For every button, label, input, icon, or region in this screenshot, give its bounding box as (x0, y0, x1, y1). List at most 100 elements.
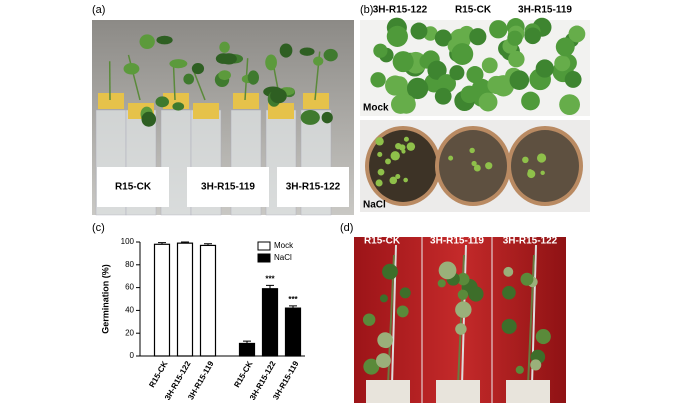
bar (155, 244, 170, 356)
leaf (221, 53, 237, 64)
leaf (502, 319, 517, 334)
legend-label: Mock (274, 241, 294, 250)
leaf (385, 75, 405, 95)
bar (178, 243, 193, 356)
seedling (407, 142, 415, 150)
tag-label: 3H-R15-122 (286, 182, 341, 193)
leaf (451, 43, 473, 65)
leaf (435, 88, 452, 105)
leaf (438, 279, 446, 287)
panel-label: (c) (92, 222, 105, 234)
leaf (559, 94, 580, 115)
tag-label: 3H-R15-119 (201, 182, 255, 193)
leaf (520, 273, 533, 286)
leaf (509, 70, 529, 90)
sponge (98, 93, 124, 109)
y-tick-label: 40 (125, 306, 134, 315)
leaf (397, 305, 409, 317)
leaf (370, 72, 385, 87)
leaf (479, 93, 498, 112)
seedling (474, 165, 481, 172)
seedling (377, 152, 382, 157)
leaf (248, 70, 259, 84)
column-header: 3H-R15-119 (518, 5, 572, 16)
seedling (395, 143, 401, 149)
leaf (183, 74, 194, 85)
pot (366, 380, 410, 403)
column-header: 3H-R15-122 (503, 236, 558, 247)
leaf (270, 88, 287, 103)
seedling (448, 156, 453, 161)
leaf (556, 37, 575, 56)
leaf (280, 43, 293, 57)
seedling (376, 179, 383, 186)
seedling (375, 137, 383, 145)
seedling (391, 151, 400, 160)
leaf (322, 112, 333, 124)
seedling (522, 157, 529, 164)
leaf (516, 366, 524, 374)
seedling (469, 148, 474, 153)
seedling (403, 178, 408, 183)
row-label: NaCl (363, 200, 386, 211)
leaf (503, 267, 513, 277)
column-header: R15-CK (364, 236, 401, 247)
leaf (439, 261, 457, 279)
leaf (469, 28, 486, 45)
leaf (301, 110, 320, 125)
leaf (156, 36, 172, 45)
leaf (466, 66, 483, 83)
y-tick-label: 100 (121, 237, 135, 246)
y-tick-label: 60 (125, 283, 134, 292)
seedling (385, 158, 391, 164)
leaf (141, 112, 156, 127)
legend-swatch (258, 242, 270, 250)
column-header: R15-CK (455, 5, 492, 16)
y-tick-label: 0 (130, 351, 135, 360)
seedling (528, 169, 533, 174)
leaf (324, 49, 338, 61)
leaf (139, 34, 154, 49)
leaf (521, 92, 540, 111)
leaf (482, 57, 498, 73)
leaf (458, 290, 468, 300)
seedling (378, 169, 385, 176)
leaf (391, 95, 410, 114)
leaf (172, 102, 184, 110)
seedling (485, 162, 492, 169)
leaf (382, 264, 398, 280)
seedling (537, 153, 546, 162)
leaf (554, 55, 570, 71)
leaf (265, 55, 277, 71)
soil (511, 130, 579, 202)
leaf (155, 96, 169, 107)
bar (286, 308, 301, 356)
leaf (377, 332, 393, 348)
seedling (540, 171, 544, 175)
column-header: 3H-R15-122 (373, 5, 428, 16)
y-axis-label: Germination (%) (100, 264, 110, 334)
panel-label: (d) (340, 222, 353, 234)
leaf (313, 57, 323, 66)
row-label: Mock (363, 103, 389, 114)
pot (506, 380, 550, 403)
leaf (218, 70, 231, 80)
x-tick-label: R15-CK (147, 359, 169, 389)
pot (436, 380, 480, 403)
leaf (455, 323, 466, 334)
leaf (380, 294, 388, 302)
leaf (410, 23, 427, 40)
leaf (507, 31, 522, 46)
leaf (468, 286, 483, 301)
leaf (536, 329, 551, 344)
leaf (508, 51, 524, 67)
legend-swatch (258, 254, 270, 262)
leaf (449, 65, 464, 80)
legend-label: NaCl (274, 253, 292, 262)
leaf (387, 26, 408, 47)
sponge (193, 103, 219, 119)
bar (263, 289, 278, 356)
soil (439, 130, 507, 202)
